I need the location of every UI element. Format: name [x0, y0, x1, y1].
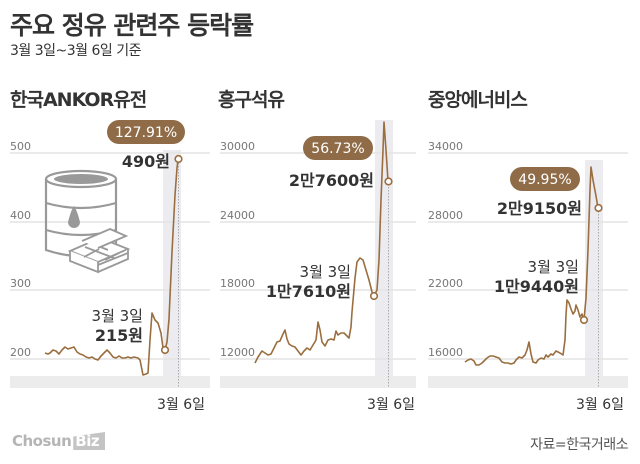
start-point-marker [579, 315, 589, 325]
highlight-band [375, 120, 393, 388]
y-tick: 30000 [220, 140, 255, 153]
chart-ankor: 500 400 300 200 [10, 120, 210, 413]
change-badge [303, 136, 373, 160]
page-title: 주요 정유 관련주 등락률 [10, 11, 254, 40]
logo-biz: Biz [73, 432, 106, 450]
y-tick: 18000 [220, 277, 255, 290]
change-badge [107, 120, 185, 144]
change-pct: 49.95% [518, 172, 571, 188]
y-tick: 500 [10, 140, 31, 153]
chart-joongang: 34000 28000 22000 16000 49.95% 2만9150원 3… [428, 140, 628, 413]
panel-title-joongang: 중앙에너비스 [428, 89, 528, 111]
start-price: 215원 [95, 326, 143, 345]
start-date: 3월 3일 [300, 263, 351, 281]
logo-text: Chosun [12, 432, 72, 450]
x-label-end-date: 3월 6일 [367, 397, 415, 413]
y-tick: 22000 [428, 277, 463, 290]
price-line [464, 166, 599, 366]
start-point-marker [160, 345, 170, 355]
end-price: 490원 [122, 152, 170, 171]
price-line [44, 159, 179, 376]
y-tick: 34000 [428, 140, 463, 153]
start-date: 3월 3일 [92, 307, 143, 325]
price-line [254, 121, 389, 364]
y-tick: 24000 [220, 209, 255, 222]
end-point-marker [174, 154, 183, 164]
chosunbiz-logo: Chosun Biz [12, 432, 106, 450]
x-label-end-date: 3월 6일 [157, 397, 205, 413]
start-price: 1만7610원 [266, 282, 351, 301]
x-axis-band [10, 376, 210, 388]
change-pct: 127.91% [115, 125, 177, 141]
x-label-end-date: 3월 6일 [576, 397, 624, 413]
start-price: 1만9440원 [494, 277, 579, 296]
data-source: 자료=한국거래소 [530, 437, 628, 453]
y-tick: 12000 [220, 346, 255, 359]
end-price: 2만9150원 [497, 199, 582, 218]
x-axis-band [220, 376, 416, 388]
chart-heungu: 30000 24000 18000 12000 56.73% 2만7600원 3… [220, 120, 416, 413]
start-point-marker [369, 291, 379, 301]
y-tick: 300 [10, 277, 31, 290]
panel-title-heungu: 흥구석유 [218, 89, 285, 111]
x-axis-band [428, 376, 628, 388]
end-point-marker [384, 177, 393, 186]
change-badge [510, 167, 580, 191]
y-tick: 16000 [428, 346, 463, 359]
end-point-marker [594, 203, 603, 213]
y-tick: 400 [10, 209, 31, 222]
end-price: 2만7600원 [289, 171, 374, 190]
y-tick: 28000 [428, 209, 463, 222]
oil-barrel-icon [44, 169, 131, 274]
panel-title-ankor: 한국ANKOR유전 [10, 89, 147, 111]
change-pct: 56.73% [311, 141, 364, 157]
y-tick: 200 [10, 346, 31, 359]
date-range-subtitle: 3월 3일~3월 6일 기준 [10, 43, 142, 59]
start-date: 3월 3일 [528, 258, 579, 276]
